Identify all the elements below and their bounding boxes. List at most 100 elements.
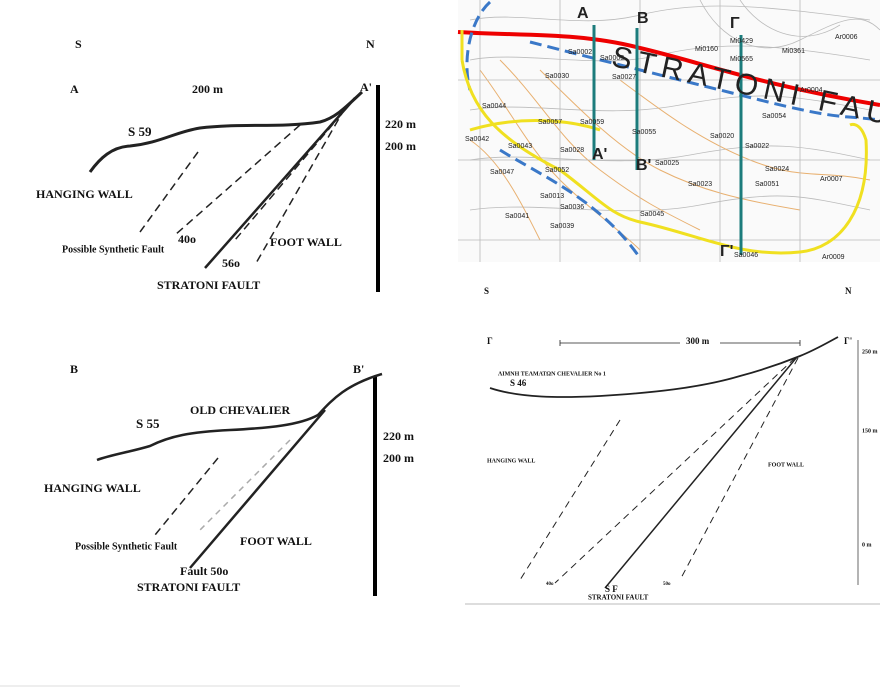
elevation-bottom: 200 m <box>383 451 414 465</box>
dip-label: 50o <box>663 582 671 587</box>
sample-label: Sa0054 <box>762 113 786 120</box>
elevation-top: 220 m <box>385 117 416 131</box>
fault-dashed <box>174 124 301 236</box>
sample-label: Sa0047 <box>490 169 514 176</box>
sample-label: Sa0039 <box>550 223 574 230</box>
sample-label: Sa0025 <box>655 160 679 167</box>
foot-wall-label: FOOT WALL <box>768 462 804 468</box>
synthetic-fault <box>154 457 219 536</box>
sample-label: Sa0002 <box>568 49 592 56</box>
section-start: Γ <box>487 336 493 346</box>
topography <box>489 336 839 398</box>
stratoni-fault-line <box>189 409 326 569</box>
dip-label: 56o <box>222 256 240 270</box>
hanging-wall-label: HANGING WALL <box>36 187 133 201</box>
site-label: ΛΙΜΝΗ ΤΕΛΜΑΤΩΝ CHEVALIER No 1 <box>498 371 606 377</box>
section-start: B <box>70 362 78 376</box>
sample-label: Sa0041 <box>505 213 529 220</box>
foot-wall-label: FOOT WALL <box>270 235 342 249</box>
section-start: A <box>577 5 589 22</box>
sample-label: Sa0045 <box>640 211 664 218</box>
sample-label: S 55 <box>136 416 160 431</box>
section-end: Γ' <box>720 243 733 260</box>
dip-label: Fault 50o <box>180 564 228 578</box>
dip-label: 40o <box>178 232 196 246</box>
section-b: B B' 220 m 200 m OLD CHEVALIER S 55 HANG… <box>44 362 414 596</box>
sample-label: Sa0057 <box>538 119 562 126</box>
north-label: N <box>845 286 852 296</box>
sample-label: Sa0030 <box>545 73 569 80</box>
section-a: S N A 200 m A' 220 m 200 m S 59 HANGING … <box>36 37 416 292</box>
stratoni-fault-line <box>204 97 356 269</box>
elevation-label: 250 m <box>862 349 878 355</box>
fault-dashed <box>254 107 346 266</box>
topography <box>88 90 364 173</box>
fault-dashed <box>199 439 291 531</box>
south-label: S <box>484 286 489 296</box>
sample-label: Sa0003 <box>600 55 624 62</box>
sample-label: Ar0004 <box>800 87 823 94</box>
synthetic-fault <box>139 151 199 233</box>
sample-label: Sa0023 <box>688 181 712 188</box>
fault-dashed <box>554 357 796 584</box>
sample-label: Sa0024 <box>765 166 789 173</box>
contours <box>458 0 880 262</box>
sample-label: Sa0013 <box>540 193 564 200</box>
elevation-label: 150 m <box>862 428 878 434</box>
fault-dashed <box>234 103 351 241</box>
section-end: A' <box>592 146 607 163</box>
section-end: Γ' <box>844 336 852 346</box>
section-g: S N Γ 300 m Γ' 250 m 150 m 0 m ΛΙΜΝΗ ΤΕΛ… <box>465 286 880 605</box>
sample-points: Sa0002 Sa0003 Sa0030 Sa0027 Sa0044 Sa005… <box>465 34 858 261</box>
fault-label: STRATONI FAULT <box>588 594 649 602</box>
stratoni-fault-trace <box>457 30 880 107</box>
fault-short-label: S F <box>605 584 618 594</box>
study-area-outline <box>469 119 601 132</box>
section-end: B' <box>353 362 364 376</box>
sample-label: S 59 <box>128 124 152 139</box>
section-start: Γ <box>730 15 740 32</box>
sample-label: S 46 <box>510 378 527 388</box>
synthetic-fault <box>519 419 621 581</box>
hanging-wall-label: HANGING WALL <box>487 458 535 464</box>
sample-label: Sa0022 <box>745 143 769 150</box>
sample-label: Sa0027 <box>612 74 636 81</box>
sample-label: Ar0006 <box>835 34 858 41</box>
topography <box>96 372 383 462</box>
elevation-bottom: 200 m <box>385 139 416 153</box>
sample-label: Sa0059 <box>580 119 604 126</box>
section-end: A' <box>360 80 372 94</box>
blue-dashed-line <box>465 0 880 259</box>
map: A B Γ A' B' Γ' STRATONI FAULT Sa0002 Sa0… <box>457 0 880 262</box>
sample-label: Ar0007 <box>820 176 843 183</box>
width-bracket <box>559 340 801 346</box>
sample-label: Mi0160 <box>695 46 718 53</box>
elevation-top: 220 m <box>383 429 414 443</box>
foot-wall-label: FOOT WALL <box>240 534 312 548</box>
south-label: S <box>75 37 82 51</box>
sample-label: Sa0043 <box>508 143 532 150</box>
synthetic-fault-label: Possible Synthetic Fault <box>62 244 165 255</box>
sample-label: Sa0020 <box>710 133 734 140</box>
fault-label: STRATONI FAULT <box>137 580 240 594</box>
sample-label: Mi0361 <box>782 48 805 55</box>
width-label: 300 m <box>686 336 710 346</box>
synthetic-fault-label: Possible Synthetic Fault <box>75 541 178 552</box>
study-area-outline <box>460 30 868 255</box>
stratoni-fault-line <box>604 356 798 589</box>
sample-label: Sa0052 <box>545 167 569 174</box>
site-label: OLD CHEVALIER <box>190 403 290 417</box>
width-label: 200 m <box>192 82 223 96</box>
sample-label: Ar0009 <box>822 254 845 261</box>
fault-label: STRATONI FAULT <box>157 278 260 292</box>
section-end: B' <box>636 157 651 174</box>
map-background <box>458 0 880 262</box>
north-label: N <box>366 37 375 51</box>
section-start: A <box>70 82 79 96</box>
sample-label: Sa0051 <box>755 181 779 188</box>
sample-label: Sa0028 <box>560 147 584 154</box>
sample-label: Mi0429 <box>730 38 753 45</box>
dip-label: 40o <box>546 582 554 587</box>
elevation-label: 0 m <box>862 542 872 548</box>
